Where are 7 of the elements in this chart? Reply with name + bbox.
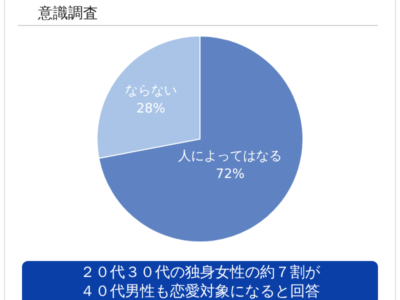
text: ２０代３０代の独身女性の約７割が４０代男性も恋愛対象になると回答 <box>22 261 378 300</box>
data-label: 28% <box>136 101 166 116</box>
pie-slice <box>98 36 304 242</box>
chart-title: 意識調査 <box>18 2 378 26</box>
slice-label: 人によってはなる <box>178 148 282 164</box>
slice-label: ならない <box>124 83 177 98</box>
data-label: 72% <box>216 166 245 182</box>
